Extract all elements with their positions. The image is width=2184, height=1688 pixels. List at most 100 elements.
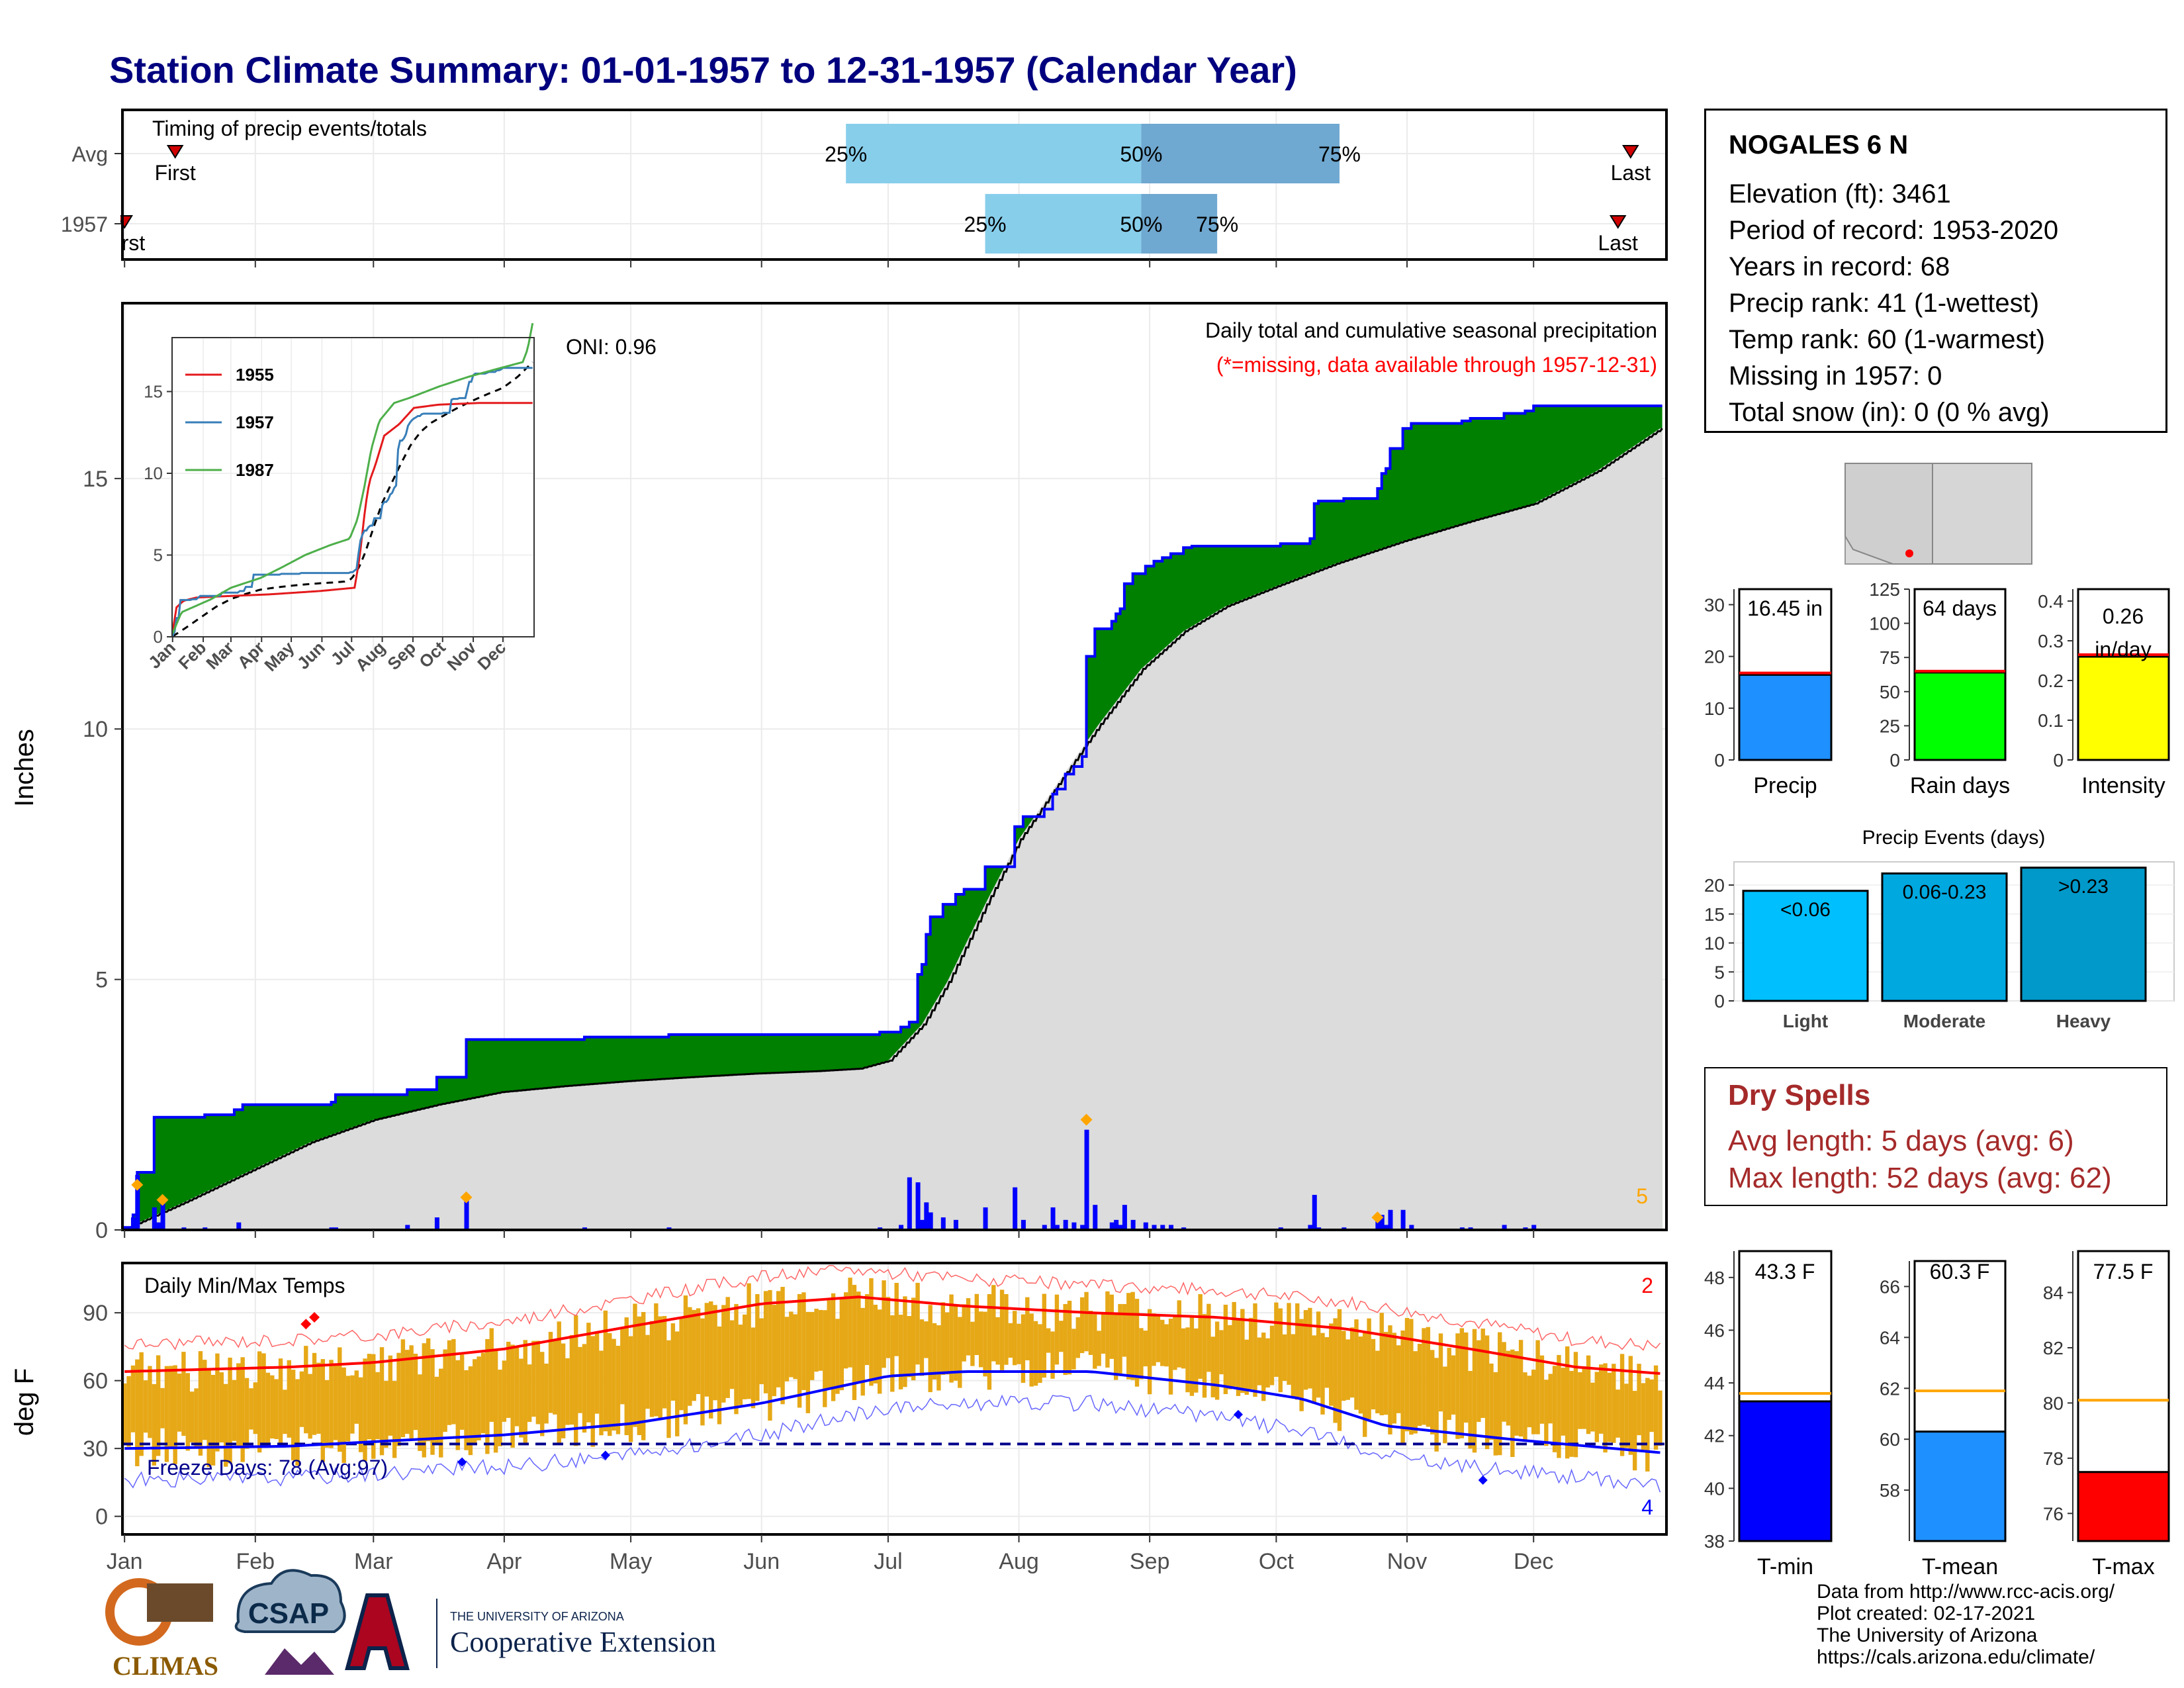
- daily-temp-bar: [1523, 1372, 1527, 1441]
- daily-temp-bar: [848, 1278, 852, 1368]
- daily-temp-bar: [329, 1360, 334, 1448]
- daily-temp-bar: [713, 1305, 717, 1401]
- event-bar-label: >0.23: [2058, 876, 2109, 898]
- daily-temp-bar: [594, 1333, 600, 1414]
- daily-temp-bar: [911, 1297, 916, 1381]
- daily-precip-bar: [1013, 1187, 1018, 1230]
- daily-temp-bar: [1042, 1293, 1046, 1378]
- daily-temp-bar: [1434, 1358, 1439, 1452]
- daily-temp-bar: [1173, 1315, 1177, 1370]
- daily-precip-bar: [464, 1199, 469, 1230]
- timing-marker-label: First: [155, 161, 196, 185]
- inset-average-line: [171, 361, 533, 637]
- daily-temp-bar: [1021, 1314, 1026, 1383]
- daily-temp-bar: [1244, 1339, 1249, 1395]
- record-min-line: [124, 1394, 1661, 1493]
- daily-temp-bar: [1598, 1364, 1604, 1434]
- precip-events-panel: Precip Events (days) <0.06 Light 0.06-0.23 M…: [1704, 827, 2175, 1031]
- daily-temp-bar: [413, 1353, 418, 1430]
- record-marker: [460, 1191, 473, 1203]
- daily-temp-bar: [658, 1316, 662, 1419]
- daily-temp-bar: [1400, 1330, 1405, 1446]
- daily-temp-bar: [1345, 1339, 1350, 1400]
- daily-temp-bar: [898, 1315, 903, 1389]
- daily-precip-bar: [1143, 1222, 1148, 1230]
- summary-y-tick-label: 0.1: [2038, 710, 2064, 731]
- daily-temp-bar: [974, 1293, 979, 1356]
- summary-bar-frame: [1738, 588, 1833, 761]
- inset-legend-label: 1957: [236, 412, 274, 432]
- record-low-marker: [1234, 1409, 1244, 1419]
- daily-temp-bar: [299, 1371, 304, 1427]
- daily-temp-bar: [287, 1360, 291, 1438]
- climas-logo-block: [147, 1583, 213, 1622]
- daily-temp-bar: [789, 1311, 794, 1378]
- y-tick-label: 0: [95, 1218, 108, 1243]
- daily-temp-bar: [480, 1352, 486, 1434]
- daily-temp-bar: [1527, 1376, 1532, 1428]
- inset-frame: [171, 337, 535, 637]
- daily-temp-bar: [1358, 1336, 1363, 1414]
- daily-temp-bar: [1459, 1328, 1465, 1438]
- daily-precip-bar: [1409, 1225, 1414, 1230]
- summary-category-label: T-min: [1757, 1554, 1813, 1579]
- daily-temp-bar: [768, 1289, 772, 1421]
- station-location-dot: [1905, 549, 1913, 557]
- daily-temp-bar: [489, 1328, 494, 1422]
- daily-temp-bar: [940, 1302, 946, 1376]
- daily-temp-bar: [198, 1351, 203, 1456]
- summary-y-tick-label: 75: [1880, 647, 1900, 668]
- daily-temp-bar: [219, 1372, 224, 1443]
- daily-temp-bar: [333, 1364, 338, 1440]
- daily-temp-bar: [514, 1347, 520, 1427]
- daily-temp-bar: [1569, 1370, 1574, 1457]
- inset-series-1987: [171, 322, 534, 634]
- daily-temp-bar: [228, 1357, 232, 1464]
- daily-temp-bar: [1075, 1317, 1080, 1358]
- daily-temp-bar: [152, 1383, 157, 1466]
- csap-logo-mountains: [265, 1648, 334, 1675]
- record-max-line: [124, 1265, 1661, 1351]
- daily-precip-bar: [1152, 1225, 1157, 1230]
- daily-temp-bar: [966, 1298, 971, 1356]
- daily-temp-bar: [818, 1309, 823, 1371]
- intensity-value-label: 0.26: [2103, 604, 2144, 628]
- daily-temp-bar: [1079, 1297, 1085, 1354]
- daily-temp-bar: [1029, 1313, 1034, 1387]
- daily-temp-bar: [430, 1349, 435, 1455]
- daily-temp-bar: [628, 1336, 633, 1442]
- daily-temp-bar: [1012, 1311, 1017, 1366]
- summary-y-tick-label: 48: [1704, 1268, 1725, 1288]
- daily-temp-bar: [1214, 1321, 1220, 1400]
- daily-precip-bar: [1093, 1205, 1098, 1230]
- cumulative-1957-line: [123, 404, 1662, 1230]
- daily-temp-bar: [978, 1311, 983, 1368]
- daily-precip-bar: [1122, 1205, 1127, 1230]
- daily-temp-bar: [1557, 1354, 1561, 1458]
- daily-temp-bar: [341, 1367, 346, 1463]
- daily-temp-bar: [831, 1293, 836, 1401]
- daily-temp-bar: [970, 1321, 975, 1366]
- daily-temp-bar: [763, 1291, 768, 1393]
- daily-temp-bar: [700, 1318, 705, 1426]
- daily-temp-bar: [999, 1289, 1005, 1371]
- station-info-box: NOGALES 6 N Elevation (ft): 3461 Period …: [1704, 109, 2167, 433]
- map-arizona: [1844, 463, 1933, 565]
- event-category-label: Light: [1783, 1011, 1828, 1031]
- summary-y-tick-label: 25: [1880, 716, 1900, 736]
- summary-y-tick-label: 66: [1880, 1276, 1900, 1297]
- daily-temp-bar: [1590, 1382, 1595, 1432]
- daily-temp-bar: [1480, 1329, 1485, 1419]
- record-high-marker: [309, 1312, 320, 1323]
- daily-temp-bar: [1426, 1327, 1431, 1427]
- daily-temp-bar: [894, 1282, 899, 1356]
- intensity-unit-label: in/day: [2095, 637, 2151, 661]
- tmean-label: 60.3 F: [1930, 1260, 1990, 1284]
- daily-precip-bar: [434, 1217, 439, 1230]
- summary-y-tick-label: 0.4: [2038, 591, 2064, 612]
- daily-temp-bar: [464, 1370, 469, 1450]
- y-tick-label: 15: [83, 467, 108, 492]
- daily-temp-bar: [1438, 1333, 1443, 1412]
